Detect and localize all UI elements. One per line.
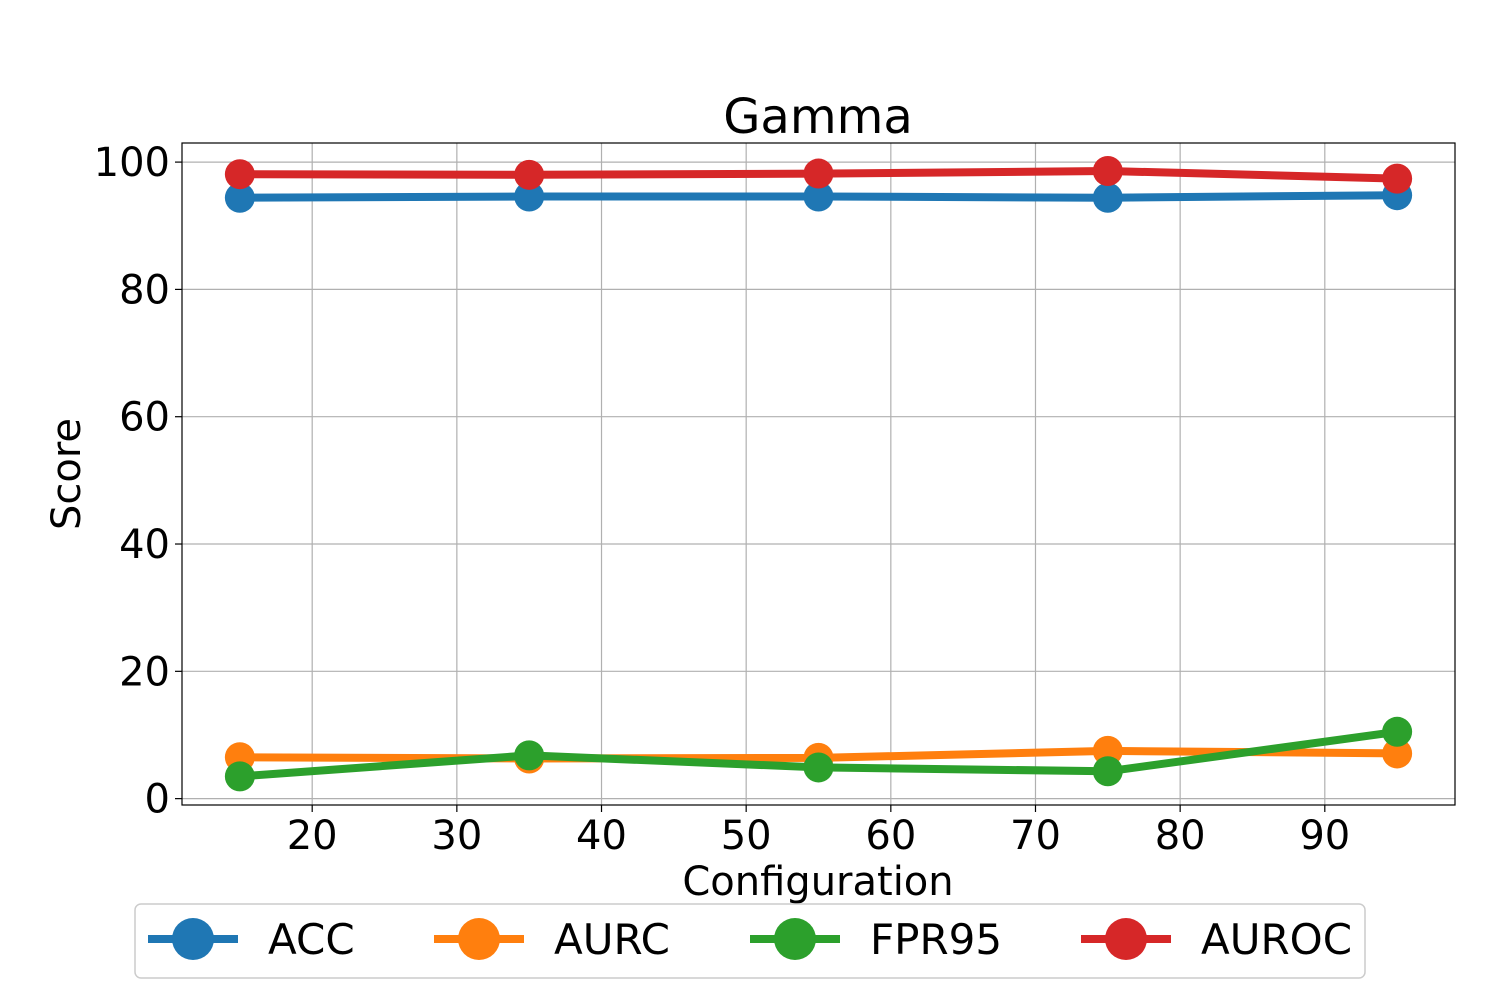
data-point-auroc (514, 159, 545, 190)
y-axis-label: Score (44, 418, 90, 530)
legend-label-acc: ACC (268, 915, 355, 964)
data-point-fpr95 (514, 740, 545, 771)
data-point-acc (1092, 182, 1123, 213)
y-tick-label: 100 (94, 140, 170, 186)
x-tick-label: 70 (1010, 813, 1061, 859)
series-auroc (224, 156, 1413, 194)
y-tick-label: 40 (119, 522, 170, 568)
data-point-fpr95 (224, 761, 255, 792)
y-tick-label: 80 (119, 267, 170, 313)
chart-title: Gamma (723, 89, 913, 145)
x-axis-label: Configuration (682, 859, 953, 905)
data-point-fpr95 (1382, 716, 1413, 747)
data-point-auroc (224, 159, 255, 190)
legend-marker-aurc (458, 918, 500, 960)
legend-item-acc: ACC (148, 915, 355, 964)
data-point-fpr95 (1092, 756, 1123, 787)
data-point-aurc (1382, 738, 1413, 769)
legend-marker-fpr95 (774, 918, 816, 960)
legend: ACC AURC FPR95 AUROC (134, 903, 1366, 979)
axis-ticks: 20 30 40 50 60 70 80 90 0 20 40 60 80 100 (94, 140, 1351, 859)
legend-item-auroc: AUROC (1081, 915, 1352, 964)
data-point-acc (224, 182, 255, 213)
series-group (224, 156, 1413, 792)
x-tick-label: 40 (576, 813, 627, 859)
legend-label-aurc: AURC (554, 915, 670, 964)
data-point-auroc (1092, 156, 1123, 187)
legend-marker-auroc (1105, 918, 1147, 960)
plot-frame (181, 142, 1456, 806)
x-tick-label: 30 (431, 813, 482, 859)
legend-marker-acc (172, 918, 214, 960)
y-tick-label: 20 (119, 649, 170, 695)
data-point-fpr95 (803, 752, 834, 783)
x-tick-label: 60 (865, 813, 916, 859)
data-point-acc (514, 181, 545, 212)
legend-label-fpr95: FPR95 (870, 915, 1002, 964)
y-tick-label: 0 (145, 777, 170, 823)
x-tick-label: 80 (1155, 813, 1206, 859)
x-tick-label: 50 (721, 813, 772, 859)
x-tick-label: 20 (287, 813, 338, 859)
series-acc (224, 180, 1413, 213)
legend-item-aurc: AURC (434, 915, 670, 964)
data-point-auroc (803, 158, 834, 189)
legend-item-fpr95: FPR95 (750, 915, 1002, 964)
legend-label-auroc: AUROC (1201, 915, 1352, 964)
data-point-acc (803, 181, 834, 212)
x-tick-label: 90 (1299, 813, 1350, 859)
series-fpr95 (224, 716, 1413, 792)
y-tick-label: 60 (119, 395, 170, 441)
data-point-auroc (1382, 163, 1413, 194)
